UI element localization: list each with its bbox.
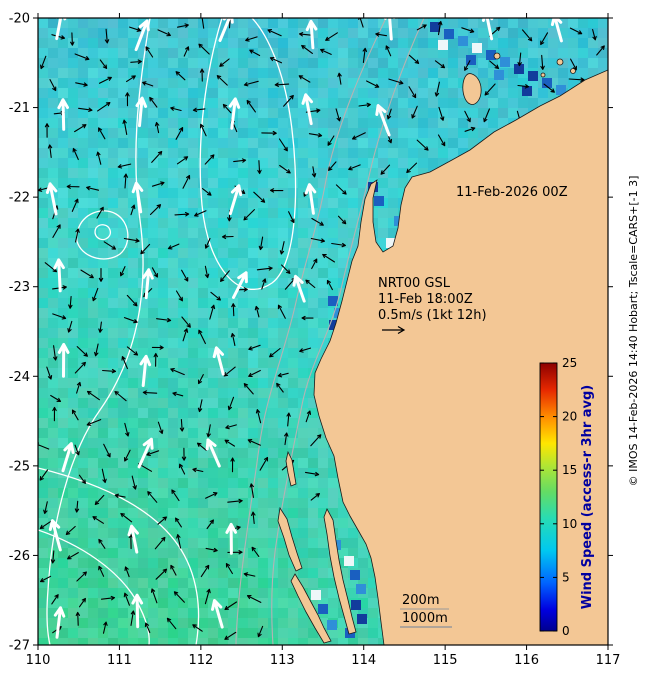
bernier-island bbox=[285, 450, 297, 487]
colorbar-tick-15: 15 bbox=[562, 463, 577, 477]
analysis-contours bbox=[38, 18, 297, 645]
model-name-label: NRT00 GSL bbox=[378, 276, 451, 291]
x-tick-label-113: 113 bbox=[270, 653, 295, 668]
island-montebello bbox=[493, 52, 501, 60]
x-tick-label-112: 112 bbox=[188, 653, 213, 668]
contour-bottom-2 bbox=[38, 529, 150, 645]
peron-peninsula bbox=[323, 508, 357, 635]
depth-1000m-label: 1000m bbox=[402, 611, 448, 626]
scale-arrow bbox=[382, 325, 406, 335]
colorbar-tick-0: 0 bbox=[562, 624, 570, 638]
y-tick-label--24: -24 bbox=[9, 370, 30, 385]
x-tick-label-117: 117 bbox=[596, 653, 621, 668]
dirk-hartog-island bbox=[277, 506, 303, 572]
y-tick-label--25: -25 bbox=[9, 459, 30, 474]
y-tick-label--22: -22 bbox=[9, 191, 30, 206]
colorbar-tick-10: 10 bbox=[562, 517, 577, 531]
contour-200m bbox=[271, 18, 425, 645]
y-tick-label--21: -21 bbox=[9, 101, 30, 116]
credit-attribution: © IMOS 14-Feb-2026 14:40 Hobart; Tscale=… bbox=[627, 176, 640, 487]
timestamp-label: 11-Feb-2026 00Z bbox=[456, 185, 568, 200]
depth-200m-label: 200m bbox=[402, 593, 439, 608]
contour-loop-upper bbox=[199, 18, 297, 290]
x-tick-label-114: 114 bbox=[351, 653, 376, 668]
colorbar-tick-25: 25 bbox=[562, 356, 577, 370]
barrow-island bbox=[462, 73, 482, 105]
contour-eddy-inner bbox=[94, 224, 112, 241]
colorbar-tick-20: 20 bbox=[562, 410, 577, 424]
colorbar: 0 5 10 15 20 25 Wind Speed (access-r 3hr avg) bbox=[539, 356, 595, 638]
y-tick-label--23: -23 bbox=[9, 280, 30, 295]
x-tick-label-116: 116 bbox=[514, 653, 539, 668]
x-tick-label-115: 115 bbox=[433, 653, 458, 668]
axis-ticks-and-labels: 110 111 112 113 114 115 116 117 -20 -21 -22 -23 -24 -… bbox=[9, 12, 621, 669]
island-dampier-3 bbox=[540, 72, 546, 78]
landmass-group bbox=[277, 52, 608, 645]
plot-frame bbox=[37, 17, 609, 646]
map-plot-area bbox=[38, 18, 608, 645]
edel-land-peninsula bbox=[290, 573, 332, 644]
model-time-label: 11-Feb 18:00Z bbox=[378, 292, 473, 307]
island-dampier-2 bbox=[570, 68, 576, 74]
colorbar-ticks: 0 5 10 15 20 25 bbox=[540, 356, 577, 638]
depth-contours bbox=[235, 18, 425, 645]
colorbar-label: Wind Speed (access-r 3hr avg) bbox=[580, 385, 595, 610]
y-tick-label--20: -20 bbox=[9, 12, 30, 27]
y-tick-label--27: -27 bbox=[9, 639, 30, 654]
colorbar-tick-5: 5 bbox=[562, 570, 570, 584]
x-tick-label-111: 111 bbox=[107, 653, 132, 668]
wind-vector-arrows bbox=[45, 18, 563, 639]
x-tick-label-110: 110 bbox=[26, 653, 51, 668]
contour-sweep-left bbox=[46, 18, 151, 645]
colorbar-gradient-bar bbox=[539, 362, 558, 632]
vector-scale-label: 0.5m/s (1kt 12h) bbox=[378, 308, 487, 323]
annotations: 11-Feb-2026 00Z NRT00 GSL 11-Feb 18:00Z … bbox=[378, 185, 568, 628]
contour-1000m bbox=[235, 18, 387, 645]
island-dampier-1 bbox=[556, 58, 564, 66]
mainland-coast bbox=[313, 69, 608, 645]
y-tick-label--26: -26 bbox=[9, 549, 30, 564]
